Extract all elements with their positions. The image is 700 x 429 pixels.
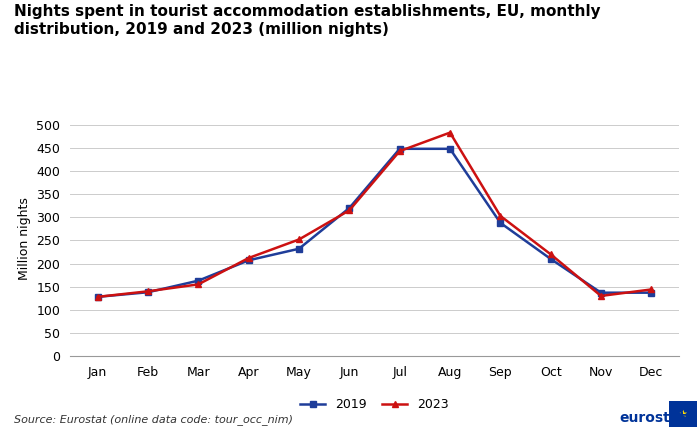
2019: [395, 146, 404, 151]
2019: [94, 294, 102, 299]
2023: [395, 148, 404, 154]
2023: [94, 294, 102, 299]
2019: [547, 257, 555, 262]
Text: ★: ★: [678, 409, 687, 419]
Y-axis label: Million nights: Million nights: [18, 196, 31, 280]
2019: [295, 246, 303, 251]
2019: [597, 290, 606, 295]
2019: [647, 290, 655, 295]
2019: [345, 205, 354, 211]
2019: [496, 220, 505, 225]
Line: 2023: 2023: [94, 129, 654, 300]
Text: eurostat: eurostat: [619, 411, 686, 425]
2023: [446, 130, 454, 135]
Legend: 2019, 2023: 2019, 2023: [295, 393, 454, 416]
2023: [194, 282, 202, 287]
2019: [446, 146, 454, 151]
2023: [345, 208, 354, 213]
Text: Source: Eurostat (online data code: tour_occ_nim): Source: Eurostat (online data code: tour…: [14, 414, 293, 425]
2019: [244, 258, 253, 263]
Text: Nights spent in tourist accommodation establishments, EU, monthly
distribution, : Nights spent in tourist accommodation es…: [14, 4, 601, 37]
2023: [597, 293, 606, 299]
2019: [194, 278, 202, 283]
2023: [295, 237, 303, 242]
2023: [144, 289, 152, 294]
2023: [244, 255, 253, 260]
2019: [144, 290, 152, 295]
Line: 2019: 2019: [94, 145, 654, 300]
2023: [496, 213, 505, 218]
2023: [647, 287, 655, 292]
2023: [547, 252, 555, 257]
